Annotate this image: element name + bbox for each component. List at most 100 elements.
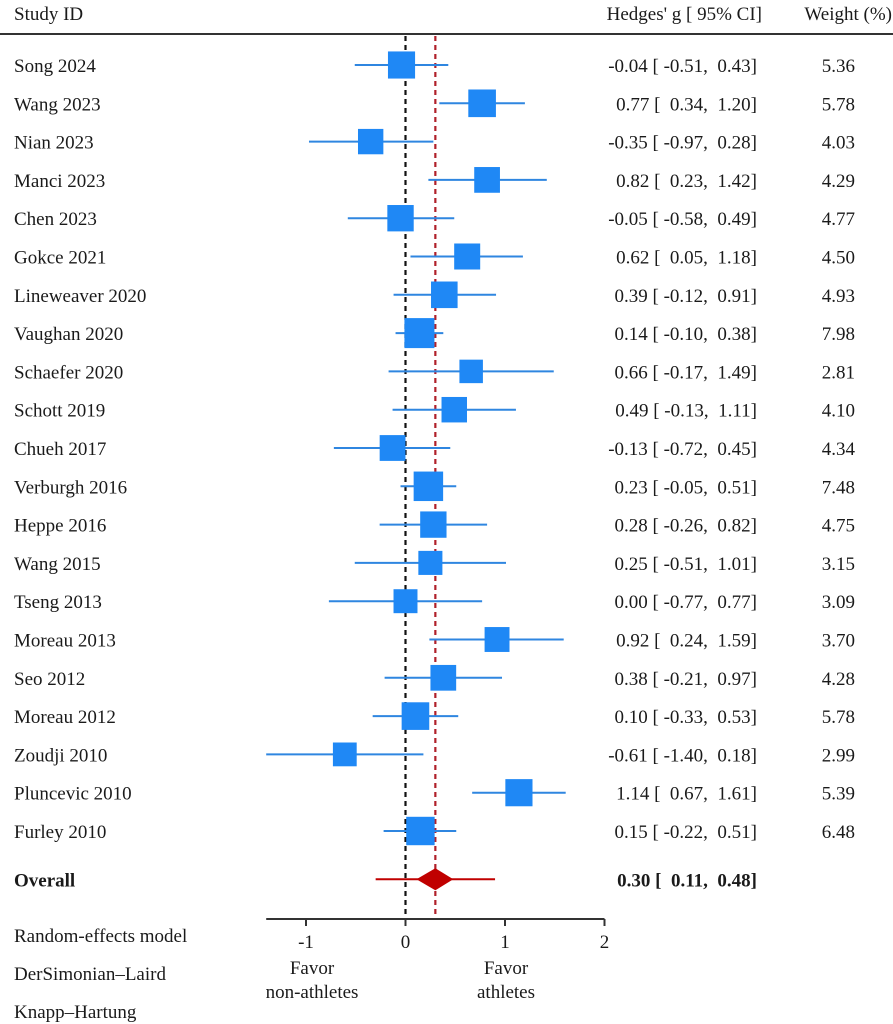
effect-size-label: -0.35 [ -0.97, 0.28] <box>608 133 757 154</box>
effect-size-label: 0.23 [ -0.05, 0.51] <box>615 477 757 498</box>
model-footnote: DerSimonian–Laird <box>14 964 166 985</box>
weight-label: 5.39 <box>822 784 855 805</box>
study-marker <box>454 243 481 270</box>
study-marker <box>430 664 457 691</box>
study-row: Gokce 2021 0.62 [ 0.05, 1.18] 4.50 <box>14 243 855 270</box>
study-row: Wang 2023 0.77 [ 0.34, 1.20] 5.78 <box>14 89 855 118</box>
study-row: Pluncevic 2010 1.14 [ 0.67, 1.61] 5.39 <box>14 779 855 807</box>
study-marker <box>441 396 467 423</box>
weight-label: 6.48 <box>822 822 855 843</box>
effect-size-label: -0.04 [ -0.51, 0.43] <box>608 56 757 77</box>
study-row: Chen 2023 -0.05 [ -0.58, 0.49] 4.77 <box>14 205 855 232</box>
header-study-id: Study ID <box>14 4 83 25</box>
favor-right-label-line1: Favor <box>484 958 529 979</box>
study-row: Zoudji 2010 -0.61 [ -1.40, 0.18] 2.99 <box>14 742 855 766</box>
x-tick-label: 0 <box>401 932 411 953</box>
overall-diamond <box>416 868 454 891</box>
weight-label: 4.34 <box>822 439 856 460</box>
effect-size-label: 0.25 [ -0.51, 1.01] <box>615 554 757 575</box>
study-name: Wang 2015 <box>14 554 101 575</box>
study-name: Moreau 2012 <box>14 707 116 728</box>
study-marker <box>404 318 435 349</box>
study-name: Gokce 2021 <box>14 248 106 269</box>
study-marker <box>387 205 414 232</box>
study-marker <box>406 816 435 846</box>
study-row: Tseng 2013 0.00 [ -0.77, 0.77] 3.09 <box>14 589 855 613</box>
study-name: Manci 2023 <box>14 171 105 192</box>
study-row: Furley 2010 0.15 [ -0.22, 0.51] 6.48 <box>14 816 855 846</box>
header-weight: Weight (%) <box>804 4 892 25</box>
weight-label: 2.81 <box>822 362 855 383</box>
study-name: Furley 2010 <box>14 822 106 843</box>
study-row: Schott 2019 0.49 [ -0.13, 1.11] 4.10 <box>14 396 855 423</box>
study-marker <box>459 359 483 384</box>
study-row: Heppe 2016 0.28 [ -0.26, 0.82] 4.75 <box>14 511 855 538</box>
weight-label: 4.28 <box>822 669 855 690</box>
study-name: Verburgh 2016 <box>14 477 127 498</box>
study-marker <box>468 89 496 118</box>
study-row: Wang 2015 0.25 [ -0.51, 1.01] 3.15 <box>14 550 855 575</box>
study-name: Pluncevic 2010 <box>14 784 132 805</box>
weight-label: 7.98 <box>822 324 855 345</box>
study-marker <box>357 128 384 155</box>
effect-size-label: 0.14 [ -0.10, 0.38] <box>615 324 757 345</box>
weight-label: 7.48 <box>822 477 855 498</box>
study-name: Wang 2023 <box>14 94 101 115</box>
effect-size-label: 0.77 [ 0.34, 1.20] <box>616 94 757 115</box>
study-row: Moreau 2012 0.10 [ -0.33, 0.53] 5.78 <box>14 702 855 730</box>
effect-size-label: 1.14 [ 0.67, 1.61] <box>616 784 757 805</box>
study-row: Manci 2023 0.82 [ 0.23, 1.42] 4.29 <box>14 167 855 193</box>
favor-right-label-line2: athletes <box>477 982 535 1003</box>
study-marker <box>387 51 416 79</box>
weight-label: 5.36 <box>822 56 855 77</box>
study-name: Schott 2019 <box>14 401 105 422</box>
x-tick-label: 2 <box>600 932 610 953</box>
study-name: Lineweaver 2020 <box>14 286 146 307</box>
effect-size-label: -0.61 [ -1.40, 0.18] <box>608 745 757 766</box>
overall-effect-label: 0.30 [ 0.11, 0.48] <box>617 870 757 891</box>
weight-label: 3.09 <box>822 592 855 613</box>
effect-size-label: -0.05 [ -0.58, 0.49] <box>608 209 757 230</box>
study-name: Vaughan 2020 <box>14 324 123 345</box>
study-row: Lineweaver 2020 0.39 [ -0.12, 0.91] 4.93 <box>14 281 855 309</box>
study-marker <box>401 702 430 730</box>
x-tick-label: 1 <box>500 932 510 953</box>
study-row: Vaughan 2020 0.14 [ -0.10, 0.38] 7.98 <box>14 318 855 349</box>
weight-label: 4.03 <box>822 133 855 154</box>
study-row: Song 2024 -0.04 [ -0.51, 0.43] 5.36 <box>14 51 855 79</box>
study-marker <box>393 589 418 614</box>
weight-label: 4.50 <box>822 248 855 269</box>
study-row: Verburgh 2016 0.23 [ -0.05, 0.51] 7.48 <box>14 471 855 502</box>
study-marker <box>505 779 533 807</box>
favor-left-label-line2: non-athletes <box>266 982 359 1003</box>
overall-label: Overall <box>14 870 75 891</box>
model-footnote: Knapp–Hartung <box>14 1002 137 1023</box>
effect-size-label: 0.82 [ 0.23, 1.42] <box>616 171 757 192</box>
study-marker <box>474 167 500 193</box>
study-name: Schaefer 2020 <box>14 362 123 383</box>
study-name: Tseng 2013 <box>14 592 102 613</box>
study-name: Song 2024 <box>14 56 96 77</box>
weight-label: 4.77 <box>822 209 855 230</box>
study-row: Seo 2012 0.38 [ -0.21, 0.97] 4.28 <box>14 664 855 691</box>
study-name: Seo 2012 <box>14 669 85 690</box>
study-name: Nian 2023 <box>14 133 94 154</box>
model-footnote: Random-effects model <box>14 926 187 947</box>
effect-size-label: 0.00 [ -0.77, 0.77] <box>615 592 757 613</box>
weight-label: 3.70 <box>822 631 855 652</box>
weight-label: 3.15 <box>822 554 855 575</box>
weight-label: 5.78 <box>822 707 855 728</box>
effect-size-label: 0.66 [ -0.17, 1.49] <box>615 362 757 383</box>
effect-size-label: 0.92 [ 0.24, 1.59] <box>616 631 757 652</box>
weight-label: 4.29 <box>822 171 855 192</box>
effect-size-label: 0.49 [ -0.13, 1.11] <box>615 401 757 422</box>
study-marker <box>413 471 444 502</box>
study-name: Zoudji 2010 <box>14 745 107 766</box>
study-row: Schaefer 2020 0.66 [ -0.17, 1.49] 2.81 <box>14 359 855 384</box>
x-tick-label: -1 <box>298 932 314 953</box>
study-marker <box>431 281 458 309</box>
weight-label: 4.10 <box>822 401 855 422</box>
weight-label: 2.99 <box>822 745 855 766</box>
effect-size-label: 0.10 [ -0.33, 0.53] <box>615 707 757 728</box>
